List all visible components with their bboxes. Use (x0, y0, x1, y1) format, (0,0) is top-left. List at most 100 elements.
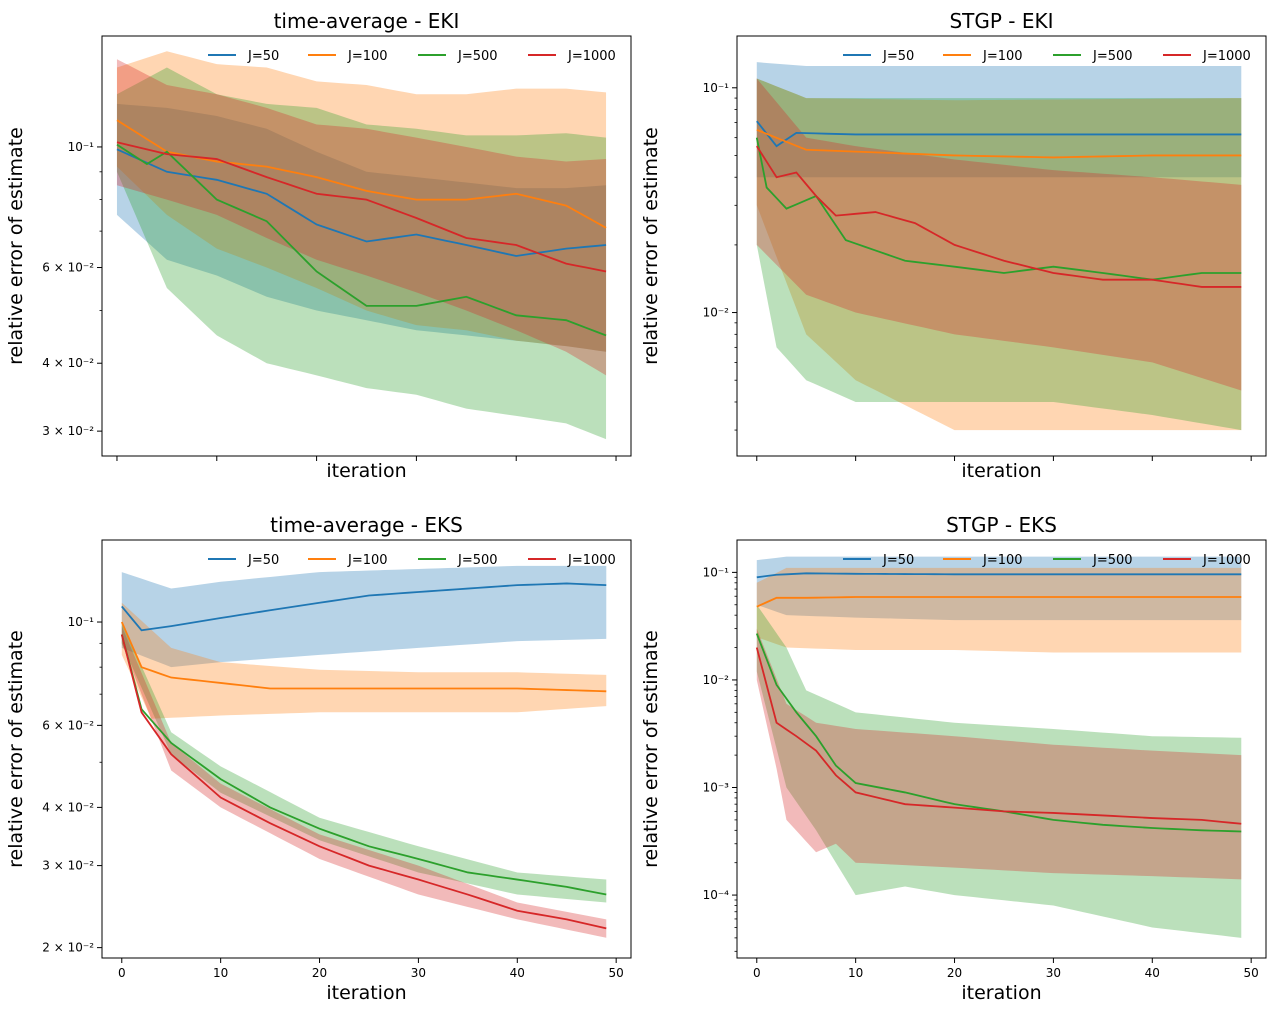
legend-entry-j-1000: J=1000 (1202, 49, 1251, 64)
y-tick-label: 10⁻¹ (68, 615, 95, 629)
x-tick-label: 40 (510, 966, 525, 980)
line-j-1000 (116, 141, 607, 273)
axes-frame (736, 539, 1267, 959)
line-j-1000 (755, 647, 1242, 825)
band-j-50 (121, 565, 607, 668)
x-tick-label: 20 (312, 966, 327, 980)
line-j-1000 (120, 634, 607, 930)
legend-entry-j-100: J=100 (982, 49, 1023, 64)
legend-entry-j-500: J=500 (457, 553, 498, 568)
axes-frame (101, 35, 632, 457)
x-tick-label: 30 (1046, 966, 1061, 980)
y-tick-label: 10⁻¹ (703, 565, 730, 579)
x-tick-label: 50 (1244, 966, 1259, 980)
x-axis-label: iteration (961, 982, 1041, 1004)
y-tick-label: 10⁻² (703, 306, 730, 320)
band-j-500 (116, 67, 607, 440)
legend-entry-j-100: J=100 (982, 553, 1023, 568)
line-j-100 (756, 129, 1242, 159)
legend-entry-j-100: J=100 (347, 49, 388, 64)
x-tick-label: 20 (947, 966, 962, 980)
line-j-500 (116, 143, 607, 337)
y-axis-label: relative error of estimate (5, 630, 27, 868)
y-tick-label: 2 × 10⁻² (42, 941, 94, 955)
line-j-100 (756, 596, 1242, 608)
y-tick-label: 10⁻¹ (68, 140, 95, 154)
subplot-title: STGP - EKS (946, 513, 1057, 537)
band-j-100 (116, 51, 607, 352)
x-axis-label: iteration (326, 982, 406, 1004)
x-tick-label: 0 (753, 966, 761, 980)
band-j-100 (121, 602, 607, 719)
band-j-500 (756, 604, 1242, 938)
line-j-50 (116, 148, 607, 257)
band-j-1000 (756, 78, 1242, 391)
y-tick-label: 3 × 10⁻² (42, 424, 94, 438)
y-tick-label: 4 × 10⁻² (42, 356, 94, 370)
band-j-50 (116, 103, 607, 352)
x-tick-label: 0 (118, 966, 126, 980)
legend-entry-j-50: J=50 (882, 49, 914, 64)
legend: J=50 J=100 J=500 J=1000 (843, 49, 1251, 64)
y-tick-label: 4 × 10⁻² (42, 800, 94, 814)
x-axis-label: iteration (961, 460, 1041, 482)
band-j-500 (756, 78, 1242, 431)
y-axis-label: relative error of estimate (640, 630, 662, 868)
y-tick-label: 6 × 10⁻² (42, 261, 94, 275)
y-tick-label: 3 × 10⁻² (42, 859, 94, 873)
y-tick-label: 10⁻³ (703, 781, 730, 795)
legend-entry-j-500: J=500 (1092, 553, 1133, 568)
legend: J=50 J=100 J=500 J=1000 (208, 553, 616, 568)
band-j-50 (756, 556, 1242, 621)
band-j-100 (756, 567, 1242, 653)
subplot-1: 3 × 10⁻² 4 × 10⁻² 6 × 10⁻² 10⁻¹ time-average… (5, 9, 632, 482)
subplot-2: 10⁻² 10⁻¹ STGP - EKI iteration relative erro… (640, 9, 1267, 482)
band-j-100 (756, 78, 1242, 431)
legend-entry-j-50: J=50 (882, 553, 914, 568)
subplot-4: 0 10 20 30 40 50 10⁻⁴ 10⁻³ 10⁻² 10⁻¹ STGP - EKS ite… (640, 513, 1267, 1004)
legend-entry-j-1000: J=1000 (567, 49, 616, 64)
y-tick-label: 10⁻¹ (703, 81, 730, 95)
band-j-1000 (756, 628, 1242, 880)
line-j-50 (756, 120, 1242, 148)
legend-entry-j-1000: J=1000 (1202, 553, 1251, 568)
legend-entry-j-1000: J=1000 (567, 553, 616, 568)
y-axis-label: relative error of estimate (640, 127, 662, 365)
band-j-50 (756, 62, 1242, 178)
plot-area (120, 565, 607, 938)
y-tick-label: 10⁻⁴ (703, 888, 730, 902)
axes-frame (736, 35, 1267, 457)
line-j-1000 (756, 145, 1242, 288)
plot-area (755, 62, 1242, 431)
x-axis-label: iteration (326, 460, 406, 482)
legend: J=50 J=100 J=500 J=1000 (843, 553, 1251, 568)
line-j-50 (121, 582, 607, 632)
line-j-500 (755, 137, 1242, 281)
y-tick-label: 6 × 10⁻² (42, 718, 94, 732)
subplot-title: time-average - EKS (270, 513, 463, 537)
x-tick-label: 40 (1145, 966, 1160, 980)
subplot-title: time-average - EKI (274, 9, 460, 33)
line-j-50 (756, 572, 1242, 579)
subplot-3: 0 10 20 30 40 50 2 × 10⁻² 3 × 10⁻² 4 × 10⁻² 6 × 1… (5, 513, 632, 1004)
x-tick-label: 10 (213, 966, 228, 980)
y-tick-label: 10⁻² (703, 673, 730, 687)
legend: J=50 J=100 J=500 J=1000 (208, 49, 616, 64)
line-j-100 (120, 621, 607, 693)
plot-area (755, 556, 1242, 938)
legend-entry-j-500: J=500 (1092, 49, 1133, 64)
plot-area (116, 51, 607, 440)
legend-entry-j-50: J=50 (247, 49, 279, 64)
x-tick-label: 30 (411, 966, 426, 980)
band-j-500 (121, 622, 607, 903)
legend-entry-j-50: J=50 (247, 553, 279, 568)
subplot-title: STGP - EKI (949, 9, 1053, 33)
legend-entry-j-500: J=500 (457, 49, 498, 64)
x-tick-label: 10 (848, 966, 863, 980)
axes-frame (101, 539, 632, 959)
line-j-500 (120, 634, 607, 896)
legend-entry-j-100: J=100 (347, 553, 388, 568)
band-j-1000 (116, 59, 607, 376)
